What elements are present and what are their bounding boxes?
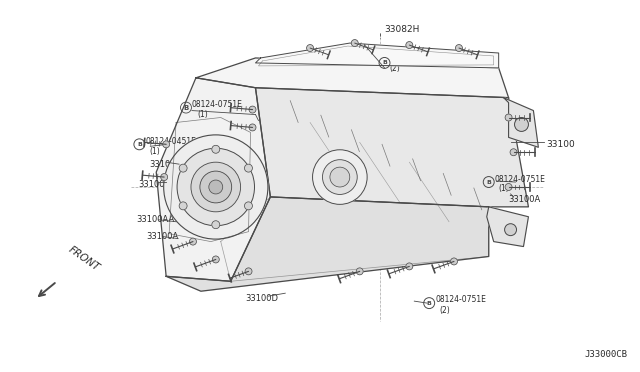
Circle shape [406,263,413,270]
Ellipse shape [209,180,223,194]
Circle shape [179,164,187,172]
Text: 33100AA: 33100AA [136,215,175,224]
Ellipse shape [330,167,350,187]
Ellipse shape [312,150,367,204]
Circle shape [351,39,358,46]
Polygon shape [196,58,509,98]
Ellipse shape [191,162,241,212]
Circle shape [515,118,529,131]
Circle shape [249,124,256,131]
Circle shape [504,224,516,235]
Ellipse shape [323,160,357,195]
Text: J33000CB: J33000CB [585,350,628,359]
Text: (1): (1) [197,110,207,119]
Text: 33100D: 33100D [246,294,278,303]
Circle shape [249,106,256,113]
Polygon shape [255,43,499,68]
Circle shape [406,42,413,48]
Text: B: B [382,60,387,65]
Text: 33100D: 33100D [149,160,182,169]
Circle shape [356,268,363,275]
Circle shape [307,45,314,51]
Text: 33100A: 33100A [509,195,541,204]
Text: (1): (1) [149,147,160,156]
Circle shape [212,256,220,263]
Text: (1): (1) [499,185,509,193]
Polygon shape [255,88,529,207]
Ellipse shape [177,148,255,226]
Text: 08124-0751E: 08124-0751E [495,174,545,183]
Polygon shape [166,197,489,291]
Circle shape [505,114,512,121]
Text: 33100: 33100 [547,140,575,149]
Ellipse shape [200,171,232,203]
Text: 08124-0751E: 08124-0751E [435,295,486,304]
Circle shape [212,221,220,229]
Text: B: B [427,301,431,306]
Text: (2): (2) [439,305,450,315]
Circle shape [163,141,170,148]
Circle shape [161,174,168,180]
Polygon shape [504,98,538,147]
Text: 08124-0751E: 08124-0751E [192,100,243,109]
Circle shape [505,183,512,190]
Text: FRONT: FRONT [67,245,102,273]
Circle shape [451,258,458,265]
Circle shape [510,149,517,156]
Polygon shape [156,78,270,281]
Ellipse shape [164,135,268,239]
Text: 08124-0451E: 08124-0451E [145,137,196,146]
Circle shape [244,164,252,172]
Text: 33100A: 33100A [138,180,171,189]
Circle shape [189,238,196,245]
Circle shape [179,202,187,210]
Text: B: B [486,180,491,185]
Circle shape [212,145,220,153]
Text: 33100A: 33100A [147,232,179,241]
Text: B: B [137,142,142,147]
Circle shape [245,268,252,275]
Text: 08124-0451E: 08124-0451E [390,55,442,64]
Circle shape [456,45,463,51]
Circle shape [244,202,252,210]
Text: (2): (2) [389,64,400,73]
Polygon shape [487,207,529,247]
Text: 33082H: 33082H [385,25,420,34]
Text: B: B [184,105,189,110]
